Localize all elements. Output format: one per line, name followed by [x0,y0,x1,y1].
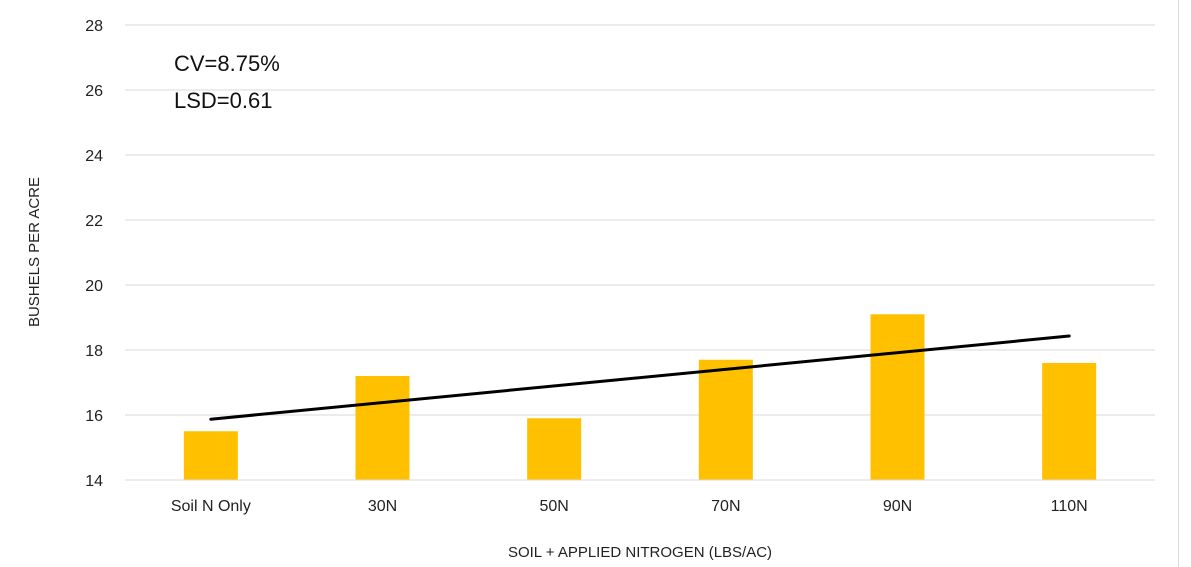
y-tick-label: 16 [85,408,103,425]
x-tick-label: 50N [539,498,568,515]
y-axis-title: BUSHELS PER ACRE [26,177,43,327]
bar [183,431,238,480]
y-tick-label: 14 [85,473,103,490]
annotation-text: CV=8.75% [174,51,280,76]
bar [355,376,410,480]
x-tick-label: 30N [368,498,397,515]
x-tick-label: 70N [711,498,740,515]
bar [1042,363,1097,480]
x-tick-label: 90N [883,498,912,515]
annotation-text: LSD=0.61 [174,88,272,113]
bar [698,359,753,480]
y-tick-label: 24 [85,148,103,165]
gridlines [125,24,1155,481]
x-tick-label: 110N [1051,498,1088,515]
y-tick-label: 18 [85,343,103,360]
y-tick-label: 28 [85,18,103,35]
chart-frame-edge [1178,0,1191,567]
x-tick-label: Soil N Only [171,498,251,515]
x-axis-title: SOIL + APPLIED NITROGEN (LBS/AC) [508,544,772,561]
x-axis-ticks: Soil N Only 30N 50N 70N 90N 110N [171,498,1088,515]
bar [870,314,925,480]
y-tick-label: 22 [85,213,103,230]
bar-series [183,314,1097,480]
bar [527,418,582,480]
y-tick-label: 20 [85,278,103,295]
y-axis-ticks: 14 16 18 20 22 24 26 28 [85,18,103,490]
annotations: CV=8.75% LSD=0.61 [174,51,280,113]
y-tick-label: 26 [85,83,103,100]
trendline [209,334,1071,421]
